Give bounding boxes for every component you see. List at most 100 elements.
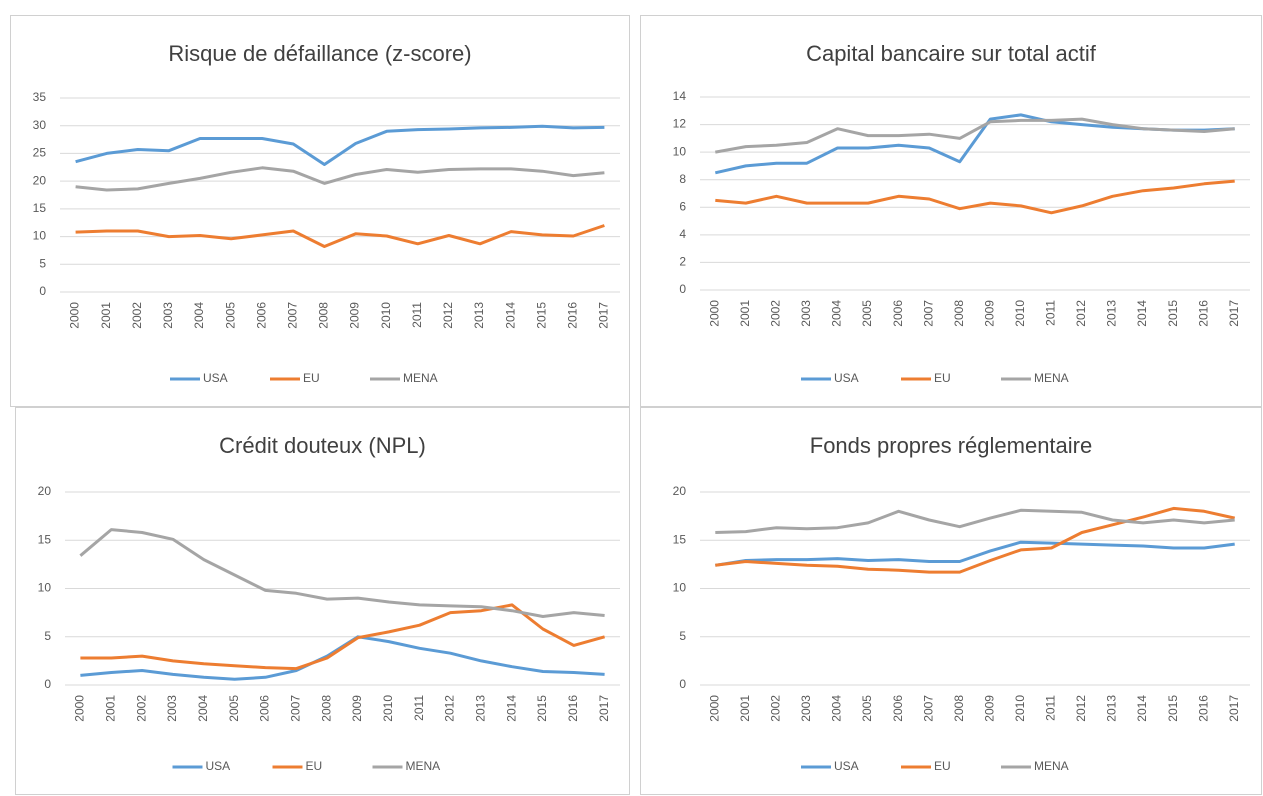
x-tick-label: 2001 <box>99 302 113 329</box>
x-tick-label: 2006 <box>254 302 268 329</box>
x-tick-label: 2016 <box>1196 695 1210 722</box>
x-tick-label: 2017 <box>1227 300 1241 327</box>
legend-label: USA <box>203 371 228 385</box>
legend-label: EU <box>934 371 951 385</box>
y-tick-label: 6 <box>679 199 686 213</box>
y-tick-label: 14 <box>673 89 687 103</box>
x-tick-label: 2013 <box>1105 695 1119 722</box>
chart-title: Fonds propres réglementaire <box>810 433 1092 458</box>
y-tick-label: 20 <box>673 484 687 498</box>
x-tick-label: 2008 <box>952 695 966 722</box>
y-tick-label: 4 <box>679 227 686 241</box>
panel-frame <box>15 407 630 795</box>
x-tick-label: 2010 <box>381 695 395 722</box>
x-tick-label: 2010 <box>1013 300 1027 327</box>
x-tick-label: 2016 <box>566 302 580 329</box>
legend-label: MENA <box>1034 759 1069 773</box>
legend-label: USA <box>834 759 859 773</box>
x-tick-label: 2017 <box>1227 695 1241 722</box>
legend-label: MENA <box>406 759 441 773</box>
x-tick-label: 2013 <box>1105 300 1119 327</box>
x-tick-label: 2015 <box>535 695 549 722</box>
x-tick-label: 2012 <box>1074 300 1088 327</box>
panel-frame <box>640 15 1262 407</box>
line-series <box>75 166 605 192</box>
y-tick-label: 8 <box>679 172 686 186</box>
x-tick-label: 2004 <box>830 300 844 327</box>
panel-frame <box>640 407 1262 795</box>
y-tick-label: 5 <box>39 256 46 270</box>
y-tick-label: 10 <box>673 144 687 158</box>
x-tick-label: 2006 <box>258 695 272 722</box>
x-tick-label: 2013 <box>472 302 486 329</box>
x-tick-label: 2004 <box>830 695 844 722</box>
line-series <box>75 124 605 166</box>
y-tick-label: 20 <box>33 173 47 187</box>
y-tick-label: 0 <box>679 677 686 691</box>
y-tick-label: 0 <box>679 282 686 296</box>
x-tick-label: 2017 <box>597 302 611 329</box>
legend-label: USA <box>834 371 859 385</box>
x-tick-label: 2015 <box>1166 695 1180 722</box>
legend-label: EU <box>303 371 320 385</box>
x-tick-label: 2007 <box>286 302 300 329</box>
x-tick-label: 2000 <box>68 302 82 329</box>
x-tick-label: 2004 <box>196 695 210 722</box>
x-tick-label: 2014 <box>1135 695 1149 722</box>
x-tick-label: 2015 <box>1166 300 1180 327</box>
x-tick-label: 2011 <box>1044 300 1058 326</box>
y-tick-label: 35 <box>33 90 47 104</box>
x-tick-label: 2008 <box>319 695 333 722</box>
x-tick-label: 2008 <box>317 302 331 329</box>
x-tick-label: 2006 <box>891 695 905 722</box>
x-tick-label: 2001 <box>738 300 752 327</box>
y-tick-label: 20 <box>38 484 52 498</box>
x-tick-label: 2009 <box>982 300 996 327</box>
x-tick-label: 2013 <box>473 695 487 722</box>
x-tick-label: 2001 <box>738 695 752 722</box>
y-tick-label: 5 <box>679 629 686 643</box>
y-tick-label: 30 <box>33 118 47 132</box>
x-tick-label: 2003 <box>799 695 813 722</box>
chart-title: Capital bancaire sur total actif <box>806 41 1097 66</box>
y-tick-label: 0 <box>39 284 46 298</box>
x-tick-label: 2004 <box>192 302 206 329</box>
line-series <box>79 528 605 618</box>
x-tick-label: 2011 <box>410 302 424 328</box>
y-tick-label: 15 <box>33 201 47 215</box>
x-tick-label: 2012 <box>1074 695 1088 722</box>
x-tick-label: 2008 <box>952 300 966 327</box>
x-tick-label: 2011 <box>412 695 426 721</box>
x-tick-label: 2015 <box>534 302 548 329</box>
x-tick-label: 2007 <box>288 695 302 722</box>
legend-label: MENA <box>1034 371 1069 385</box>
x-tick-label: 2003 <box>165 695 179 722</box>
y-tick-label: 5 <box>44 629 51 643</box>
legend-label: MENA <box>403 371 438 385</box>
legend-label: EU <box>934 759 951 773</box>
x-tick-label: 2002 <box>130 302 144 329</box>
chart-title: Risque de défaillance (z-score) <box>168 41 471 66</box>
x-tick-label: 2002 <box>134 695 148 722</box>
x-tick-label: 2007 <box>921 300 935 327</box>
y-tick-label: 15 <box>38 532 52 546</box>
x-tick-label: 2009 <box>350 695 364 722</box>
x-tick-label: 2016 <box>566 695 580 722</box>
x-tick-label: 2005 <box>860 695 874 722</box>
y-tick-label: 25 <box>33 146 47 160</box>
x-tick-label: 2014 <box>1135 300 1149 327</box>
x-tick-label: 2005 <box>227 695 241 722</box>
x-tick-label: 2001 <box>103 695 117 722</box>
x-tick-label: 2011 <box>1044 695 1058 721</box>
line-series <box>715 540 1235 567</box>
line-series <box>715 508 1235 534</box>
y-tick-label: 10 <box>38 581 52 595</box>
x-tick-label: 2003 <box>161 302 175 329</box>
x-tick-label: 2000 <box>707 300 721 327</box>
x-tick-label: 2016 <box>1196 300 1210 327</box>
line-series <box>715 179 1235 215</box>
y-tick-label: 10 <box>33 229 47 243</box>
x-tick-label: 2012 <box>443 695 457 722</box>
x-tick-label: 2003 <box>799 300 813 327</box>
